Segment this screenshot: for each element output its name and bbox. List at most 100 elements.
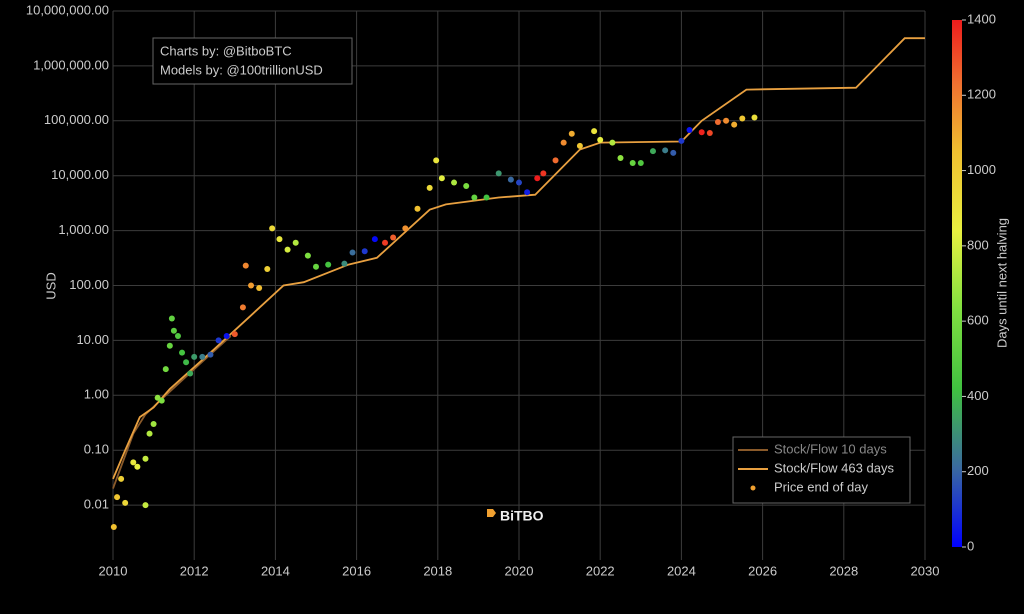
price-point — [179, 349, 186, 356]
price-point — [313, 263, 319, 270]
price-point — [463, 182, 470, 189]
price-point — [751, 114, 758, 121]
price-point — [207, 351, 214, 358]
price-point — [264, 265, 271, 272]
price-point — [248, 282, 255, 289]
price-point — [371, 236, 378, 243]
price-point — [122, 499, 129, 506]
legend-swatch — [750, 485, 756, 491]
price-point — [223, 333, 230, 340]
price-point — [662, 147, 669, 154]
x-tick-label: 2020 — [505, 563, 534, 578]
price-point — [162, 366, 169, 373]
price-point — [361, 248, 368, 255]
annotation-box — [152, 37, 353, 85]
x-tick-label: 2024 — [667, 563, 696, 578]
y-tick-label: 10.00 — [76, 332, 109, 347]
logo-icon — [487, 509, 496, 517]
price-point — [438, 175, 445, 182]
price-point — [174, 333, 181, 340]
colorbar-tick-label: 200 — [967, 463, 989, 478]
price-point — [540, 170, 547, 177]
price-point — [483, 194, 490, 201]
y-tick-label: 10,000,000.00 — [26, 2, 109, 17]
price-point — [414, 205, 421, 212]
price-point — [451, 179, 458, 186]
x-tick-label: 2012 — [180, 563, 209, 578]
price-point — [239, 304, 246, 311]
line — [112, 335, 232, 489]
x-tick-label: 2026 — [748, 563, 777, 578]
x-tick-label: 2030 — [911, 563, 940, 578]
price-point — [507, 176, 514, 183]
colorbar-tick-label: 1000 — [967, 162, 996, 177]
colorbar — [952, 20, 962, 547]
line — [112, 37, 925, 480]
colorbar-tick-label: 0 — [967, 538, 974, 553]
price-point — [166, 342, 173, 349]
price-point — [402, 225, 409, 232]
price-point — [731, 121, 738, 128]
y-tick-label: 1.00 — [84, 387, 109, 402]
x-tick-label: 2028 — [829, 563, 858, 578]
x-tick-label: 2016 — [342, 563, 371, 578]
price-point — [183, 359, 190, 366]
price-point — [191, 353, 198, 360]
price-point — [706, 129, 713, 136]
price-point — [739, 115, 746, 122]
annotation: Charts by: @BitboBTC — [160, 43, 292, 58]
price-point — [134, 463, 141, 470]
legend-label: Stock/Flow 463 days — [774, 460, 894, 475]
plot-area — [110, 37, 925, 530]
price-point — [142, 455, 149, 462]
x-tick-label: 2010 — [99, 563, 128, 578]
price-point — [325, 261, 332, 268]
logo: BiTBO — [500, 508, 544, 524]
price-point — [426, 184, 433, 191]
colorbar-tick-label: 400 — [967, 388, 989, 403]
colorbar-tick-label: 800 — [967, 237, 989, 252]
y-tick-label: 1,000,000.00 — [33, 57, 109, 72]
price-point — [637, 160, 644, 167]
price-point — [591, 128, 598, 135]
price-point — [349, 249, 356, 256]
price-point — [609, 139, 616, 146]
price-point — [698, 129, 705, 136]
price-point — [552, 157, 559, 164]
price-point — [110, 523, 117, 530]
y-tick-label: 1,000.00 — [58, 222, 109, 237]
price-point — [433, 157, 440, 164]
y-tick-label: 100.00 — [69, 277, 109, 292]
price-point — [215, 337, 222, 344]
price-point — [292, 239, 299, 246]
price-point — [723, 117, 730, 124]
price-point — [534, 175, 541, 182]
price-point — [114, 494, 121, 501]
price-point — [199, 353, 206, 360]
y-axis-title: USD — [43, 272, 58, 299]
price-point — [597, 136, 604, 143]
y-tick-label: 0.10 — [84, 442, 109, 457]
colorbar-title: Days until next halving — [994, 218, 1009, 348]
price-point — [471, 194, 478, 201]
y-tick-label: 10,000.00 — [51, 167, 109, 182]
price-point — [649, 148, 656, 155]
price-point — [576, 142, 583, 149]
y-tick-label: 100,000.00 — [44, 112, 109, 127]
colorbar-tick-label: 1200 — [967, 87, 996, 102]
price-point — [304, 252, 311, 259]
price-point — [168, 315, 175, 322]
price-point — [678, 137, 685, 144]
price-point — [516, 179, 522, 186]
price-point — [158, 397, 165, 404]
x-tick-label: 2018 — [423, 563, 452, 578]
legend: Stock/Flow 10 days Stock/Flow 463 days Pri… — [738, 441, 894, 494]
price-point — [269, 225, 276, 232]
price-point — [686, 126, 693, 133]
legend-label: Stock/Flow 10 days — [774, 441, 887, 456]
price-point — [617, 155, 624, 162]
price-point — [524, 189, 531, 196]
price-point — [142, 502, 149, 509]
price-point — [390, 234, 397, 241]
